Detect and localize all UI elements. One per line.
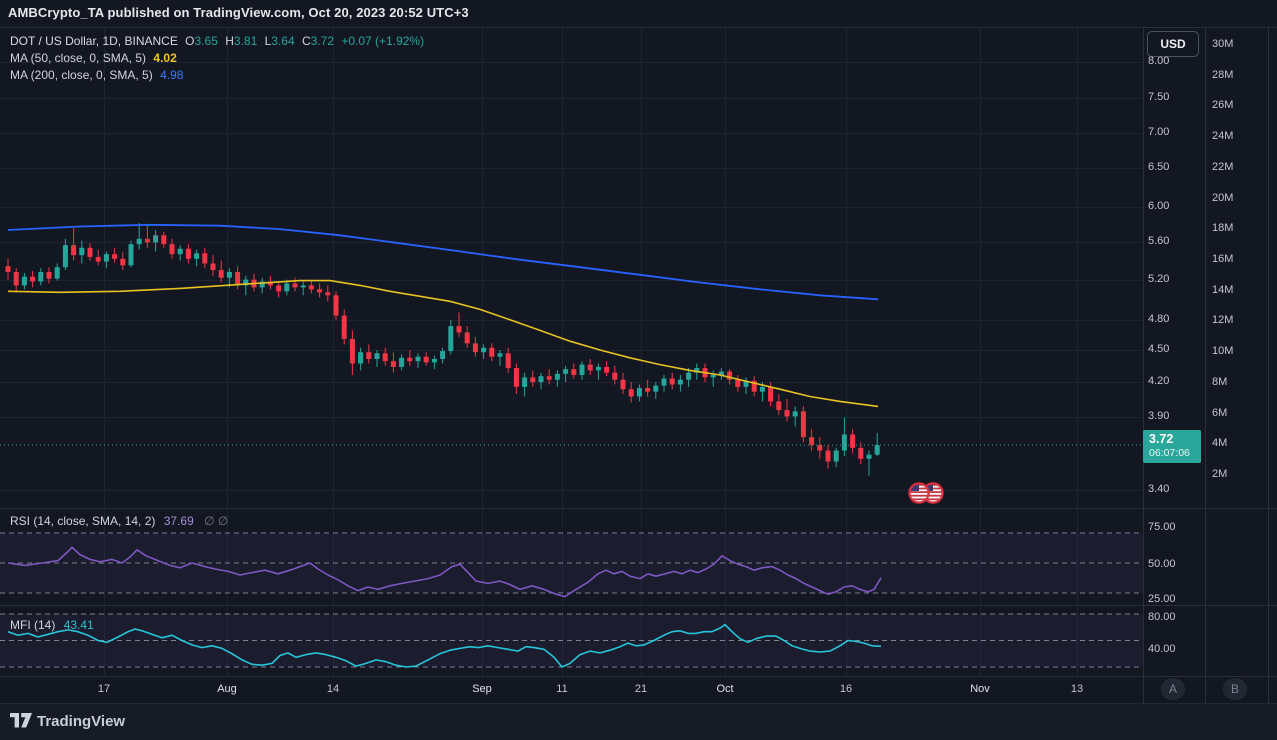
last-price-badge[interactable]: 3.72 06:07:06 <box>1143 430 1201 463</box>
rsi-value: 37.69 <box>163 514 194 528</box>
chart-legend: DOT / US Dollar, 1D, BINANCE O3.65 H3.81… <box>10 33 428 84</box>
change-value: +0.07 (+1.92%) <box>341 34 425 48</box>
currency-usd-button[interactable]: USD <box>1147 31 1199 57</box>
last-price-value: 3.72 <box>1149 432 1174 446</box>
open-label: O <box>185 34 195 48</box>
low-value: 3.64 <box>271 34 295 48</box>
close-value: 3.72 <box>310 34 335 48</box>
ma200-label[interactable]: MA (200, close, 0, SMA, 5) <box>10 68 153 82</box>
ma50-value: 4.02 <box>153 51 177 65</box>
ma50-row: MA (50, close, 0, SMA, 5) 4.02 <box>10 50 428 67</box>
high-label: H <box>225 34 234 48</box>
tradingview-brand[interactable]: TradingView <box>37 713 126 730</box>
ma50-label[interactable]: MA (50, close, 0, SMA, 5) <box>10 51 147 65</box>
tradingview-logo-icon[interactable] <box>10 713 32 734</box>
open-value: 3.65 <box>194 34 218 48</box>
ma200-row: MA (200, close, 0, SMA, 5) 4.98 <box>10 67 428 84</box>
rsi-legend: RSI (14, close, SMA, 14, 2) 37.69 ∅ ∅ <box>10 514 228 528</box>
rsi-title[interactable]: RSI (14, close, SMA, 14, 2) <box>10 514 156 528</box>
rsi-empty-values: ∅ ∅ <box>204 514 229 528</box>
published-header: AMBCrypto_TA published on TradingView.co… <box>8 5 469 20</box>
countdown-timer: 06:07:06 <box>1149 447 1190 459</box>
low-label: L <box>264 34 272 48</box>
pane-button-b[interactable]: B <box>1223 678 1247 700</box>
mfi-value: 43.41 <box>63 618 94 632</box>
ma200-value: 4.98 <box>160 68 184 82</box>
mfi-legend: MFI (14) 43.41 <box>10 618 94 632</box>
symbol-title[interactable]: DOT / US Dollar, 1D, BINANCE <box>10 34 178 48</box>
mfi-title[interactable]: MFI (14) <box>10 618 56 632</box>
high-value: 3.81 <box>233 34 258 48</box>
footer-bar: TradingView <box>0 703 1277 740</box>
close-label: C <box>301 34 311 48</box>
us-flag-pair-icon <box>908 482 930 504</box>
symbol-row: DOT / US Dollar, 1D, BINANCE O3.65 H3.81… <box>10 33 428 50</box>
pane-button-a[interactable]: A <box>1161 678 1185 700</box>
